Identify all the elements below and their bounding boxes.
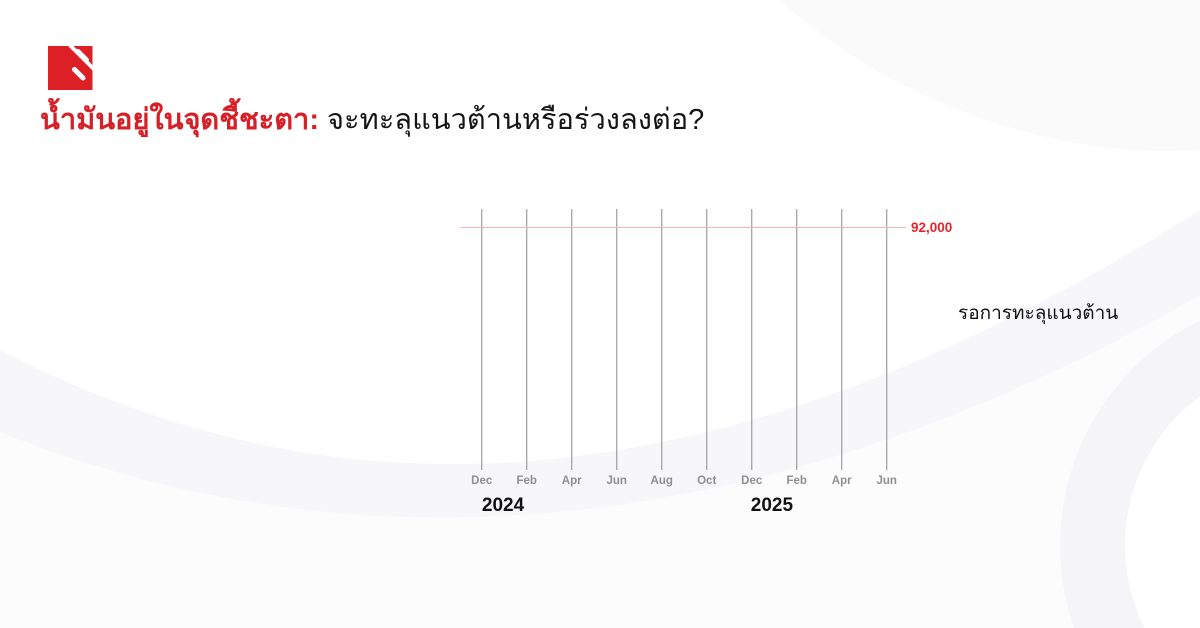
x-tick-label: Aug: [651, 475, 673, 487]
y-tick-label: 92,000: [911, 220, 952, 235]
logo-slash-icon: [72, 67, 86, 81]
x-tick-label: Feb: [786, 475, 806, 487]
x-tick-label: Feb: [516, 475, 536, 487]
year-label: 2024: [482, 495, 525, 516]
x-tick-label: Jun: [606, 475, 626, 487]
headline: น้ำมันอยู่ในจุดชี้ชะตา: จะทะลุแนวต้านหรื…: [40, 97, 704, 143]
x-tick-label: Apr: [832, 475, 852, 487]
x-tick-label: Dec: [741, 475, 763, 487]
x-tick-label: Oct: [697, 475, 716, 487]
logo-slash-icon: [75, 49, 89, 63]
x-tick-label: Jun: [876, 475, 896, 487]
background-swoosh: [780, 0, 1200, 152]
headline-highlight: น้ำมันอยู่ในจุดชี้ชะตา:: [40, 104, 319, 136]
x-tick-label: Apr: [562, 475, 582, 487]
year-label: 2025: [751, 495, 794, 516]
brand-logo: [48, 46, 93, 90]
headline-rest: จะทะลุแนวต้านหรือร่วงลงต่อ?: [318, 104, 705, 136]
background-swoosh: [0, 295, 1200, 628]
background-swoosh: [1125, 396, 1200, 628]
x-tick-label: Dec: [471, 475, 493, 487]
resistance-annotation: รอการทะลุแนวต้าน: [958, 303, 1119, 324]
